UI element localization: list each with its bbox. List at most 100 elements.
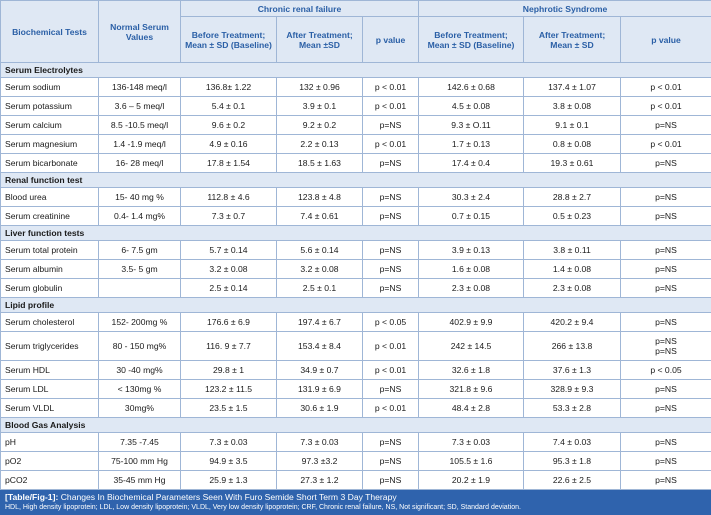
section-row: Serum Electrolytes	[1, 63, 711, 78]
subheader-cell: Before Treatment; Mean ± SD (Baseline)	[181, 17, 277, 63]
section-row: Blood Gas Analysis	[1, 418, 711, 433]
cell: 2.3 ± 0.08	[524, 279, 621, 298]
cell: 142.6 ± 0.68	[419, 78, 524, 97]
cell: 15- 40 mg %	[99, 188, 181, 207]
subheader-cell: After Treatment; Mean ± SD	[524, 17, 621, 63]
section-row: Liver function tests	[1, 226, 711, 241]
row-label: Serum albumin	[1, 260, 99, 279]
cell: 5.6 ± 0.14	[277, 241, 363, 260]
cell: 7.35 -7.45	[99, 433, 181, 452]
cell	[99, 279, 181, 298]
cell: 3.9 ± 0.1	[277, 97, 363, 116]
cell: 30.6 ± 1.9	[277, 399, 363, 418]
caption: [Table/Fig-1]: Changes In Biochemical Pa…	[0, 490, 711, 515]
cell: 9.2 ± 0.2	[277, 116, 363, 135]
row-label: pCO2	[1, 471, 99, 490]
cell: p < 0.01	[363, 399, 419, 418]
cell: 28.8 ± 2.7	[524, 188, 621, 207]
cell: 176.6 ± 6.9	[181, 313, 277, 332]
table-head: Biochemical Tests Normal Serum Values Ch…	[1, 1, 711, 63]
cell: 30mg%	[99, 399, 181, 418]
row-label: Serum bicarbonate	[1, 154, 99, 173]
cell: p < 0.01	[363, 97, 419, 116]
cell: 3.6 – 5 meq/l	[99, 97, 181, 116]
cell: 153.4 ± 8.4	[277, 332, 363, 361]
cell: 6- 7.5 gm	[99, 241, 181, 260]
cell: p < 0.01	[363, 78, 419, 97]
cell: 2.3 ± 0.08	[419, 279, 524, 298]
cell: 123.8 ± 4.8	[277, 188, 363, 207]
cell: p=NS	[363, 471, 419, 490]
caption-line: [Table/Fig-1]: Changes In Biochemical Pa…	[5, 492, 706, 503]
cell: 5.4 ± 0.1	[181, 97, 277, 116]
cell: 9.3 ± O.11	[419, 116, 524, 135]
cell: 9.6 ± 0.2	[181, 116, 277, 135]
footnote: HDL, High density lipoprotein; LDL, Low …	[5, 503, 706, 513]
caption-text: Changes In Biochemical Parameters Seen W…	[61, 492, 397, 502]
cell: 3.8 ± 0.11	[524, 241, 621, 260]
cell: 7.3 ± 0.7	[181, 207, 277, 226]
cell: 152- 200mg %	[99, 313, 181, 332]
cell: p=NS	[363, 380, 419, 399]
cell: 17.8 ± 1.54	[181, 154, 277, 173]
cell: 23.5 ± 1.5	[181, 399, 277, 418]
cell: 25.9 ± 1.3	[181, 471, 277, 490]
cell: 80 - 150 mg%	[99, 332, 181, 361]
cell: 116. 9 ± 7.7	[181, 332, 277, 361]
cell: 16- 28 meq/l	[99, 154, 181, 173]
cell: 2.5 ± 0.14	[181, 279, 277, 298]
cell: 0.8 ± 0.08	[524, 135, 621, 154]
cell: p=NS	[363, 433, 419, 452]
row-label: Serum magnesium	[1, 135, 99, 154]
cell: 53.3 ± 2.8	[524, 399, 621, 418]
section-title: Liver function tests	[1, 226, 711, 241]
section-row: Renal function test	[1, 173, 711, 188]
cell: p=NS	[621, 452, 711, 471]
cell: 8.5 -10.5 meq/l	[99, 116, 181, 135]
cell: 3.8 ± 0.08	[524, 97, 621, 116]
cell: p=NS	[363, 260, 419, 279]
cell: 7.4 ± 0.03	[524, 433, 621, 452]
cell: 34.9 ± 0.7	[277, 361, 363, 380]
cell: p < 0.01	[363, 361, 419, 380]
cell: p < 0.01	[621, 97, 711, 116]
row-label: Serum cholesterol	[1, 313, 99, 332]
cell: p < 0.01	[621, 78, 711, 97]
cell: p=NS p=NS	[621, 332, 711, 361]
cell: p=NS	[621, 313, 711, 332]
cell: p=NS	[621, 471, 711, 490]
cell: 1.4 -1.9 meq/l	[99, 135, 181, 154]
cell: p=NS	[621, 279, 711, 298]
cell: 197.4 ± 6.7	[277, 313, 363, 332]
cell: 48.4 ± 2.8	[419, 399, 524, 418]
section-title: Serum Electrolytes	[1, 63, 711, 78]
section-title: Blood Gas Analysis	[1, 418, 711, 433]
cell: p=NS	[621, 260, 711, 279]
cell: p < 0.01	[363, 135, 419, 154]
cell: 30 -40 mg%	[99, 361, 181, 380]
cell: 97.3 ±3.2	[277, 452, 363, 471]
cell: 0.4- 1.4 mg%	[99, 207, 181, 226]
cell: 3.2 ± 0.08	[277, 260, 363, 279]
cell: 30.3 ± 2.4	[419, 188, 524, 207]
header-cell: Normal Serum Values	[99, 1, 181, 63]
cell: p=NS	[621, 380, 711, 399]
cell: p=NS	[363, 116, 419, 135]
row-label: Serum HDL	[1, 361, 99, 380]
row-label: pO2	[1, 452, 99, 471]
row-label: Serum total protein	[1, 241, 99, 260]
cell: p=NS	[621, 241, 711, 260]
